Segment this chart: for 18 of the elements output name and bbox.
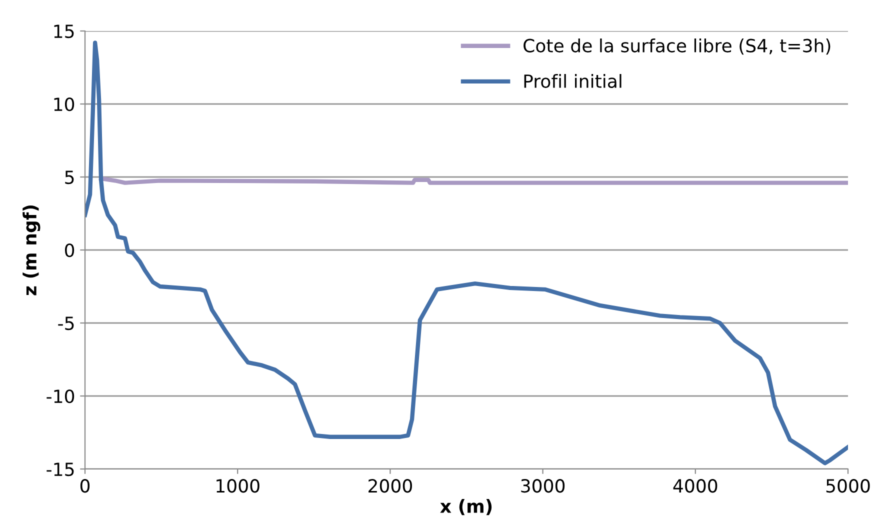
legend-label: Cote de la surface libre (S4, t=3h)	[524, 38, 830, 55]
x-tick-label: 0	[80, 479, 90, 493]
y-tick-label: 5	[65, 170, 74, 184]
y-tick-label: -15	[46, 462, 74, 476]
x-tick-label: 1000	[216, 479, 260, 493]
y-tick-label: -5	[58, 316, 74, 330]
x-axis-title: x (m)	[440, 498, 492, 516]
y-tick-label: 15	[54, 24, 74, 38]
y-tick-label: -10	[46, 389, 74, 404]
legend-label: Profil initial	[524, 74, 622, 88]
line-series	[85, 40, 848, 466]
y-tick-label: 0	[64, 243, 74, 258]
x-tick-label: 4000	[673, 479, 718, 493]
x-tick-label: 2000	[368, 479, 412, 493]
x-tick-label: 5000	[826, 479, 870, 493]
y-axis-title: z (m ngf)	[22, 206, 40, 296]
y-tick-label: 10	[54, 97, 74, 112]
x-tick-label: 3000	[521, 479, 565, 493]
